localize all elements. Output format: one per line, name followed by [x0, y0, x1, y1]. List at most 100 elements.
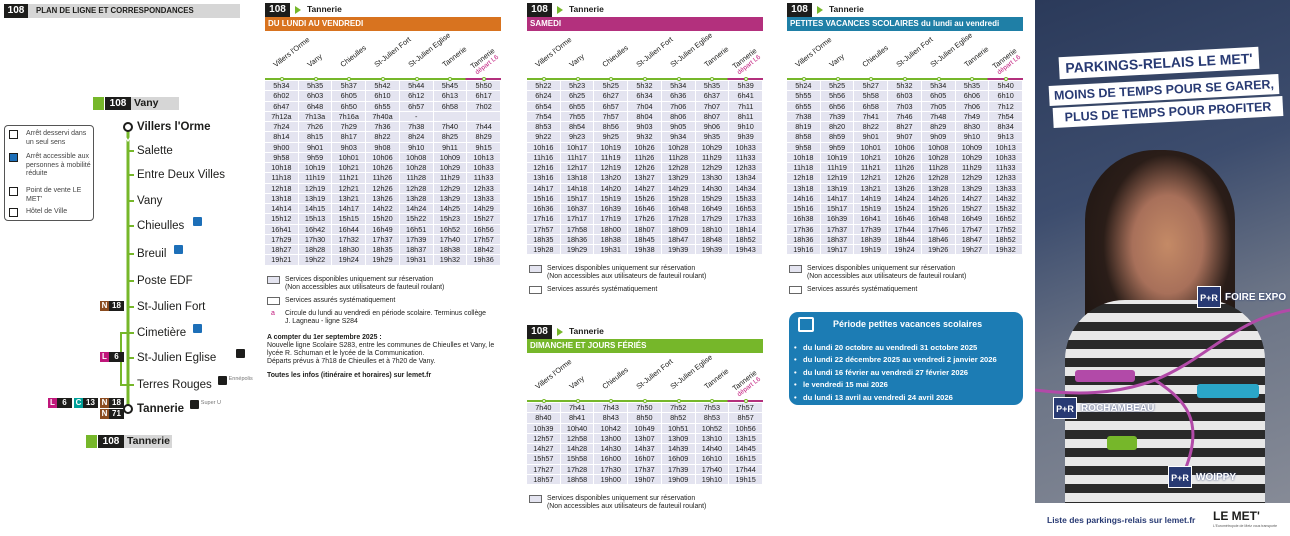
empty-cell	[467, 111, 501, 122]
time-cell: 18h35	[527, 234, 561, 245]
time-cell: 17h44	[888, 224, 922, 235]
time-cell: 7h02	[467, 101, 501, 112]
time-cell: 10h49	[628, 423, 662, 434]
stop-dot	[936, 77, 941, 81]
legend-text: Point de vente LE MET'	[26, 187, 82, 203]
stop-dot	[903, 77, 907, 81]
stop-dot	[609, 77, 614, 81]
time-cell: 14h24	[888, 193, 922, 204]
time-cell: 9h58	[265, 152, 299, 163]
time-cell: 7h12	[989, 101, 1023, 112]
time-cell: 8h40	[527, 413, 561, 424]
stop-dot	[1004, 77, 1009, 81]
time-cell: 15h27	[955, 204, 990, 215]
column-header: St-Julien Fort	[372, 34, 413, 69]
time-cell: 13h18	[265, 193, 299, 204]
time-cell: 7h52	[661, 403, 696, 414]
time-cell: 18h52	[729, 234, 763, 245]
time-cell: 8h22	[854, 122, 889, 133]
stop-dot	[381, 77, 385, 81]
time-cell: 9h03	[332, 142, 367, 153]
legend-icon	[9, 187, 18, 196]
time-cell: 9h10	[399, 142, 434, 153]
time-cell: 9h03	[628, 122, 662, 133]
time-cell: 5h25	[594, 81, 629, 92]
legend-text: Services assurés systématiquement	[807, 286, 918, 294]
info-text: Toutes les infos (itinéraire et horaires…	[267, 371, 432, 379]
time-cell: 10h33	[989, 152, 1023, 163]
time-cell: 17h33	[729, 214, 763, 225]
stop-name: Entre Deux Villes	[137, 169, 225, 181]
stop-dot	[575, 399, 580, 403]
stop-dot	[575, 77, 580, 81]
connection-mode: L	[48, 398, 57, 408]
time-cell: 8h41	[560, 413, 595, 424]
time-cell: 15h20	[366, 214, 400, 225]
time-cell: 12h33	[729, 163, 763, 174]
terminus-name: Vany	[131, 97, 179, 110]
time-cell: 11h28	[661, 152, 696, 163]
legend-text: (Non accessibles aux utilisateurs de fau…	[285, 283, 445, 291]
legend-swatch	[529, 265, 542, 274]
time-cell: 10h06	[366, 152, 400, 163]
time-cell: 16h52	[433, 224, 468, 235]
stop-dot	[609, 399, 614, 403]
stop-dot	[970, 77, 975, 81]
time-cell: 16h38	[787, 214, 821, 225]
time-cell: 13h27	[628, 173, 662, 184]
time-cell: 7h53	[695, 403, 730, 414]
time-cell: 15h22	[399, 214, 434, 225]
time-cell: 12h21	[332, 183, 367, 194]
time-cell: 10h26	[366, 163, 400, 174]
time-cell: 9h01	[298, 142, 333, 153]
stop-dot	[313, 77, 318, 81]
time-cell: 7h54	[989, 111, 1023, 122]
time-cell: 14h15	[298, 204, 333, 215]
time-cell: 16h36	[527, 204, 561, 215]
time-cell: 18h36	[787, 234, 821, 245]
time-cell: 9h15	[467, 142, 501, 153]
route	[1035, 308, 1290, 471]
time-cell: 17h19	[594, 214, 629, 225]
footnote-mark: a	[271, 309, 275, 317]
time-cell: 5h58	[854, 91, 889, 102]
time-cell: 12h16	[527, 163, 561, 174]
time-cell: 6h10	[989, 91, 1023, 102]
time-cell: 6h25	[560, 91, 595, 102]
legend-icon	[9, 208, 18, 217]
stop-icon	[217, 376, 227, 385]
time-cell: 15h32	[989, 204, 1023, 215]
column-header: St-Julien Fort	[894, 34, 935, 69]
time-cell: 19h43	[729, 245, 763, 256]
time-cell: 7h46	[888, 111, 922, 122]
time-cell: 5h23	[560, 81, 595, 92]
time-cell: 9h07	[888, 132, 922, 143]
legend-swatch	[267, 275, 280, 284]
column-header: Chieulles	[338, 43, 369, 69]
time-cell: 6h41	[729, 91, 763, 102]
time-cell: 7h40	[433, 122, 468, 133]
connection-mode: N	[100, 409, 109, 419]
time-cell: 7h41	[560, 403, 595, 414]
direction-arrow	[817, 6, 823, 14]
time-cell: 11h29	[955, 163, 990, 174]
column-header: Vany	[305, 51, 324, 69]
time-cell: 8h22	[366, 132, 400, 143]
time-cell: 11h33	[729, 152, 763, 163]
time-cell: 7h54	[527, 111, 561, 122]
legend-swatch	[529, 495, 542, 503]
connection-number: 18	[109, 398, 124, 408]
period-bar: SAMEDI	[527, 17, 763, 31]
time-cell: 13h19	[298, 193, 333, 204]
time-cell: 10h18	[787, 152, 821, 163]
time-cell: 18h27	[265, 245, 299, 256]
time-cell: -	[399, 111, 434, 122]
time-cell: 7h07	[695, 101, 730, 112]
time-cell: 12h57	[527, 433, 561, 444]
stop-icon	[192, 217, 202, 226]
connection-mode: N	[100, 398, 109, 408]
time-cell: 18h00	[594, 224, 629, 235]
notice-text: Nouvelle ligne Scolaire S283, entre les …	[267, 341, 495, 349]
time-cell: 6h27	[594, 91, 629, 102]
time-cell: 14h20	[594, 183, 629, 194]
